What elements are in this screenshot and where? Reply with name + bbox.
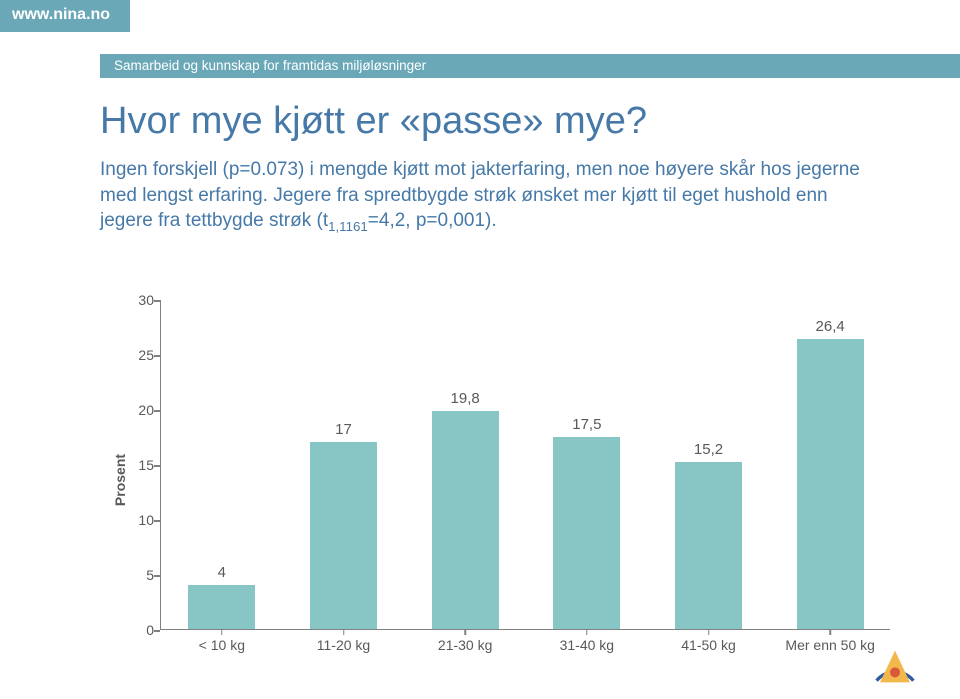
x-category-label: 11-20 kg — [317, 637, 370, 653]
tick-mark — [154, 575, 160, 577]
y-tick-label: 25 — [114, 347, 154, 363]
x-category-label: 21-30 kg — [438, 637, 492, 653]
y-tick: 0 — [160, 630, 166, 631]
x-category-label: 41-50 kg — [681, 637, 735, 653]
y-tick: 10 — [160, 520, 166, 521]
y-tick: 20 — [160, 410, 166, 411]
nina-logo-icon — [870, 639, 920, 689]
x-tick-mark — [464, 629, 466, 635]
tick-mark — [154, 300, 160, 302]
tick-mark — [154, 355, 160, 357]
x-tick-mark — [829, 629, 831, 635]
y-tick-label: 0 — [114, 622, 154, 638]
bar-value-label: 26,4 — [816, 318, 845, 335]
content-block: Hvor mye kjøtt er «passe» mye? Ingen for… — [100, 100, 900, 236]
x-category-label: < 10 kg — [199, 637, 245, 653]
bar: 17,5 — [553, 437, 620, 630]
subtitle-text-2: =4,2, p=0,001). — [368, 210, 497, 231]
x-tick-mark — [221, 629, 223, 635]
x-tick-mark — [708, 629, 710, 635]
bar: 15,2 — [675, 462, 742, 629]
x-tick-mark — [343, 629, 345, 635]
y-tick-label: 30 — [114, 292, 154, 308]
subtitle-subscript: 1,1161 — [328, 219, 368, 234]
x-category-label: Mer enn 50 kg — [785, 637, 875, 653]
slide-title: Hvor mye kjøtt er «passe» mye? — [100, 100, 900, 143]
bar-value-label: 17,5 — [572, 416, 601, 433]
x-tick-mark — [586, 629, 588, 635]
x-category-label: 31-40 kg — [560, 637, 614, 653]
slide-subtitle: Ingen forskjell (p=0.073) i mengde kjøtt… — [100, 157, 860, 236]
y-tick: 25 — [160, 355, 166, 356]
tick-mark — [154, 410, 160, 412]
tick-mark — [154, 520, 160, 522]
y-tick-label: 5 — [114, 567, 154, 583]
bar-value-label: 17 — [335, 421, 352, 438]
y-tick-label: 10 — [114, 512, 154, 528]
y-tick: 5 — [160, 575, 166, 576]
bar: 26,4 — [797, 339, 864, 629]
plot-area: 4< 10 kg1711-20 kg19,821-30 kg17,531-40 … — [160, 300, 890, 630]
y-tick-label: 20 — [114, 402, 154, 418]
tagline: Samarbeid og kunnskap for framtidas milj… — [100, 54, 960, 78]
bar-value-label: 4 — [218, 564, 226, 581]
tick-mark — [154, 465, 160, 467]
tick-mark — [154, 630, 160, 632]
brand-url: www.nina.no — [0, 0, 130, 32]
bar: 17 — [310, 442, 377, 629]
bar: 4 — [188, 585, 255, 629]
bar-value-label: 19,8 — [451, 390, 480, 407]
y-tick: 30 — [160, 300, 166, 301]
bar-chart: Prosent 4< 10 kg1711-20 kg19,821-30 kg17… — [100, 290, 900, 670]
y-tick-label: 15 — [114, 457, 154, 473]
y-tick: 15 — [160, 465, 166, 466]
bar: 19,8 — [432, 411, 499, 629]
bar-value-label: 15,2 — [694, 441, 723, 458]
